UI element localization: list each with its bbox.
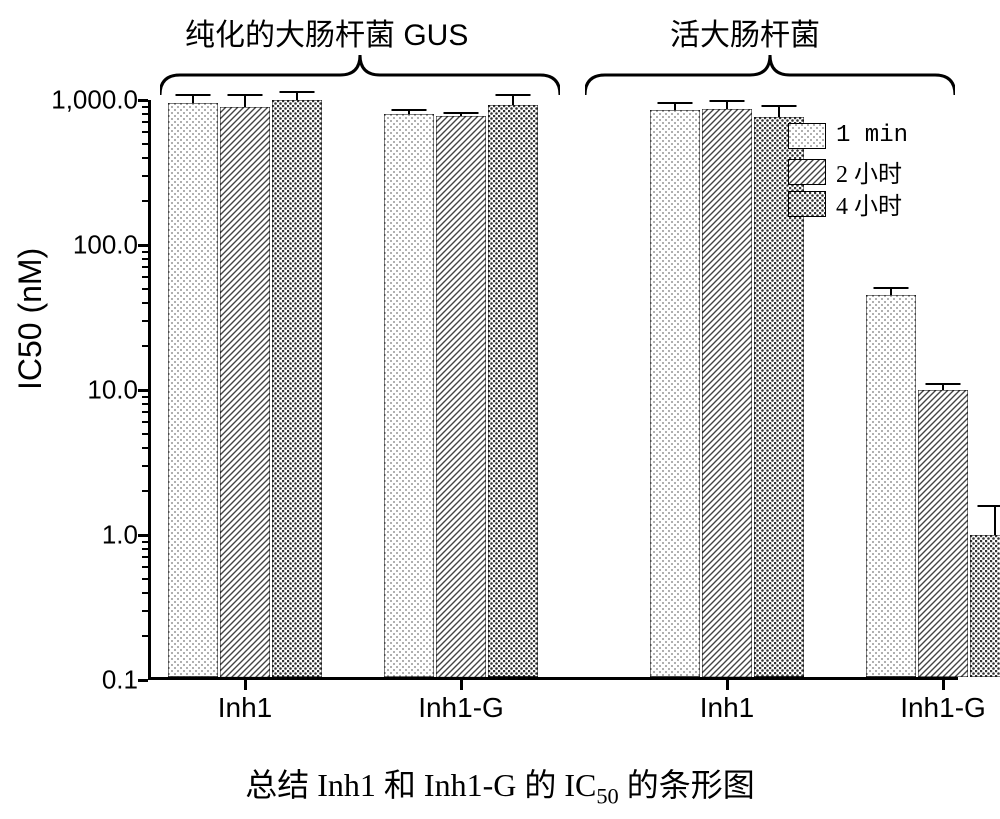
x-tick-label: Inh1 [700,692,755,724]
legend-label: 2 小时 [836,154,902,189]
error-bar [272,91,322,100]
y-minor-tick [142,635,148,637]
bar [168,103,218,677]
caption-sub: 50 [596,783,618,808]
x-tick [726,680,729,690]
x-tick-label: Inh1-G [418,692,504,724]
legend: 1 min 2 小时4 小时 [788,122,958,222]
y-minor-tick [142,288,148,290]
y-minor-tick [142,266,148,268]
y-minor-tick [142,411,148,413]
bar [650,110,700,677]
error-bar [488,94,538,105]
bar [866,295,916,677]
y-tick [138,99,148,102]
y-minor-tick [142,200,148,202]
y-minor-tick [142,433,148,435]
bar [702,109,752,677]
y-minor-tick [142,345,148,347]
error-bar [702,100,752,109]
y-minor-tick [142,302,148,304]
y-tick [138,389,148,392]
error-bar [168,94,218,103]
y-minor-tick [142,175,148,177]
y-minor-tick [142,251,148,253]
y-minor-tick [142,143,148,145]
error-bar [220,94,270,107]
error-bar [754,105,804,117]
y-tick-label: 1.0 [102,520,138,551]
y-tick [138,244,148,247]
y-minor-tick [142,157,148,159]
plot-area: 1 min 2 小时4 小时 [148,100,958,680]
caption-prefix: 总结 Inh1 和 Inh1-G 的 IC [245,767,596,803]
y-tick [138,679,148,682]
y-minor-tick [142,403,148,405]
y-tick-label: 10.0 [87,375,138,406]
error-bar [650,102,700,110]
y-minor-tick [142,541,148,543]
legend-label: 4 小时 [836,186,902,221]
caption: 总结 Inh1 和 Inh1-G 的 IC50 的条形图 [0,760,1000,809]
y-minor-tick [142,421,148,423]
legend-swatch [788,123,826,149]
y-minor-tick [142,556,148,558]
y-minor-tick [142,121,148,123]
legend-swatch [788,159,826,185]
y-minor-tick [142,396,148,398]
legend-swatch [788,191,826,217]
x-tick [460,680,463,690]
error-bar [436,112,486,115]
y-minor-tick [142,131,148,133]
bracket-left [160,55,560,95]
y-minor-tick [142,276,148,278]
y-minor-tick [142,592,148,594]
bar [384,114,434,677]
y-axis-label: IC50 (nM) [12,248,49,390]
y-minor-tick [142,490,148,492]
bar [918,390,968,677]
y-tick-label: 0.1 [102,665,138,696]
legend-item: 1 min [788,122,908,149]
legend-label: 1 min [836,122,908,149]
bar [220,107,270,677]
error-bar [384,109,434,114]
y-minor-tick [142,113,148,115]
figure: 纯化的大肠杆菌 GUS 活大肠杆菌 IC50 (nM) [0,0,1000,819]
y-tick [138,534,148,537]
legend-item: 4 小时 [788,186,902,221]
x-tick [942,680,945,690]
caption-suffix: 的条形图 [619,767,755,803]
x-tick-label: Inh1-G [900,692,986,724]
group-label-left: 纯化的大肠杆菌 GUS [185,10,468,54]
bar [488,105,538,677]
y-minor-tick [142,106,148,108]
x-tick [244,680,247,690]
group-labels: 纯化的大肠杆菌 GUS 活大肠杆菌 [0,10,1000,60]
y-minor-tick [142,258,148,260]
y-minor-tick [142,566,148,568]
y-tick-label: 100.0 [73,230,138,261]
y-minor-tick [142,320,148,322]
group-label-right: 活大肠杆菌 [670,10,820,54]
x-tick-label: Inh1 [218,692,273,724]
bar [272,100,322,677]
bar [970,535,1000,677]
legend-item: 2 小时 [788,154,902,189]
error-bar [970,505,1000,535]
y-minor-tick [142,465,148,467]
error-bar [866,287,916,295]
y-tick-label: 1,000.0 [51,85,138,116]
y-minor-tick [142,610,148,612]
y-minor-tick [142,548,148,550]
y-minor-tick [142,578,148,580]
error-bar [918,383,968,390]
bracket-right [585,55,955,95]
y-minor-tick [142,447,148,449]
bar [436,116,486,677]
